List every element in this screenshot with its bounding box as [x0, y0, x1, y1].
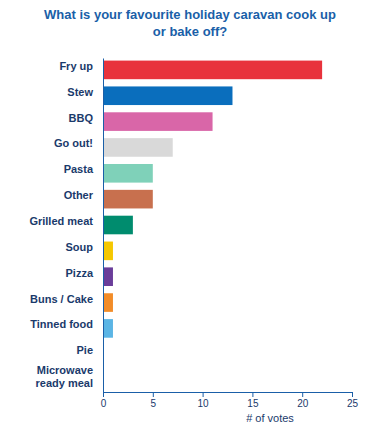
tick-label: Go out!	[54, 137, 93, 149]
tick: BBQ	[69, 112, 103, 124]
tick-label: 10	[198, 398, 210, 409]
title: What is your favourite holiday caravan c…	[44, 7, 336, 39]
tick: 20	[297, 392, 309, 409]
tick-label: 0	[101, 398, 107, 409]
tick: Buns / Cake	[30, 293, 103, 305]
text-line: Stew	[67, 86, 93, 98]
tick: Other	[64, 189, 103, 201]
tick: Tinned food	[30, 318, 103, 330]
tick-label: 20	[297, 398, 309, 409]
tick: Microwaveready meal	[36, 364, 103, 389]
bar	[103, 293, 113, 312]
tick-label: BBQ	[69, 112, 94, 124]
text-line: Microwave	[37, 364, 93, 376]
tick-label: 15	[247, 398, 259, 409]
text-line: Pizza	[65, 267, 93, 279]
tick: Go out!	[54, 137, 103, 149]
tick: Pizza	[65, 267, 103, 279]
bar	[103, 86, 232, 105]
text-line: BBQ	[69, 112, 94, 124]
tick-label: Other	[64, 189, 94, 201]
bars	[103, 61, 322, 338]
text-line: Grilled meat	[29, 215, 93, 227]
text-line: Soup	[66, 241, 94, 253]
tick-label: Buns / Cake	[30, 293, 93, 305]
tick: 15	[247, 392, 259, 409]
text-line: ready meal	[36, 377, 93, 389]
tick-mark	[252, 392, 253, 397]
text-line: Other	[64, 189, 94, 201]
bar	[103, 112, 213, 131]
tick-label: 5	[151, 398, 157, 409]
axis-line	[104, 392, 353, 393]
text-line: Buns / Cake	[30, 293, 93, 305]
tick-mark	[302, 392, 303, 397]
text-line: Pie	[76, 344, 93, 356]
tick-mark	[103, 392, 104, 397]
bar	[103, 61, 322, 80]
tick: 10	[198, 392, 210, 409]
tick-label: Pie	[76, 344, 93, 356]
y-axis: Fry up Stew BBQ Go out! Pasta Other Grilled me…	[29, 59, 103, 393]
tick-label: Grilled meat	[29, 215, 93, 227]
tick: Grilled meat	[29, 215, 103, 227]
chart: What is your favourite holiday caravan c…	[0, 0, 380, 442]
tick-mark	[352, 392, 353, 397]
tick-label: Pasta	[64, 163, 94, 175]
bar	[103, 164, 153, 183]
text-line: or bake off?	[153, 24, 227, 39]
bar	[103, 138, 173, 157]
tick: 25	[347, 392, 359, 409]
tick-label: Microwaveready meal	[36, 364, 93, 389]
tick-mark	[153, 392, 154, 397]
bar	[103, 190, 153, 209]
text-line: Fry up	[59, 60, 93, 72]
x-axis: 0 5 10 15 20 25	[101, 392, 359, 409]
tick: Stew	[67, 86, 103, 98]
tick-label: 25	[347, 398, 359, 409]
text-line: What is your favourite holiday caravan c…	[44, 7, 336, 22]
tick: 0	[101, 392, 107, 409]
tick-label: Pizza	[65, 267, 93, 279]
text-line: Go out!	[54, 137, 93, 149]
tick-label: Soup	[66, 241, 94, 253]
axis-line	[103, 59, 104, 393]
tick-label: Fry up	[59, 60, 93, 72]
bar	[103, 242, 113, 261]
text-line: Tinned food	[30, 318, 93, 330]
bar	[103, 216, 133, 235]
tick: Pie	[76, 344, 103, 356]
tick-mark	[203, 392, 204, 397]
bar	[103, 319, 113, 338]
axis-title: # of votes	[246, 412, 294, 424]
tick: Soup	[66, 241, 104, 253]
text-line: Pasta	[64, 163, 94, 175]
bar	[103, 267, 113, 286]
tick-label: Tinned food	[30, 318, 93, 330]
tick: Pasta	[64, 163, 103, 175]
tick-label: Stew	[67, 86, 93, 98]
tick: Fry up	[59, 60, 103, 72]
tick: 5	[151, 392, 157, 409]
